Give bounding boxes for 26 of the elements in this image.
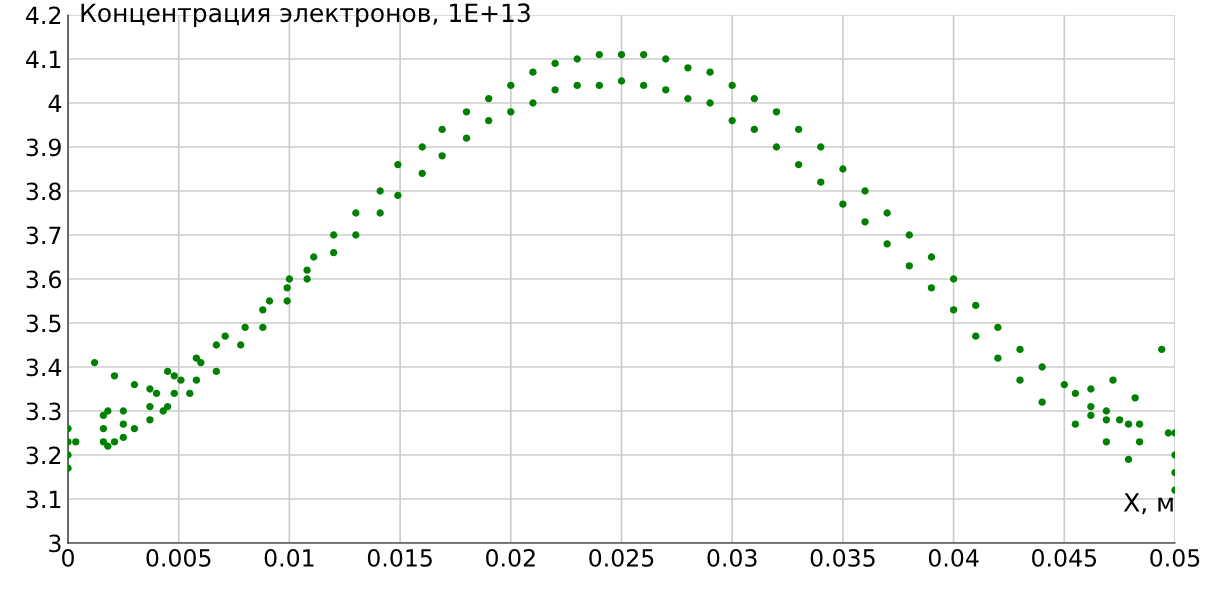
x-tick-label: 0.04 [928,548,979,567]
y-tick-label: 4.2 [26,6,61,24]
x-axis-title: X, м [1123,493,1173,515]
y-tick-label: 3.8 [26,182,61,201]
y-tick-label: 3.2 [26,446,61,465]
x-tick-label: 0.045 [1032,548,1097,567]
chart-title: Концентрация электронов, 1E+13 [81,3,530,28]
x-tick-label: 0.005 [146,548,211,567]
y-tick-label: 3 [49,534,61,553]
y-tick-label: 3.6 [26,270,61,289]
x-tick-label: 0.03 [707,548,757,567]
y-tick-label: 3.7 [26,226,61,245]
y-tick-label: 3.4 [26,358,62,377]
x-tick-label: 0.025 [589,548,654,567]
y-tick-label: 3.9 [26,138,61,157]
y-tick-label: 3.3 [26,402,61,421]
x-tick-label: 0.02 [486,548,535,567]
y-tick-label: 3.5 [26,314,61,333]
x-tick-label: 0.01 [264,548,314,567]
x-tick-label: 0.015 [367,548,432,567]
y-tick-label: 3.1 [26,490,61,509]
y-tick-label: 4.1 [26,50,61,68]
y-tick-label: 4 [48,94,62,112]
x-tick-label: 0.035 [810,548,875,567]
x-tick-label: 0 [62,548,74,567]
x-tick-label: 0.05 [1150,548,1200,567]
